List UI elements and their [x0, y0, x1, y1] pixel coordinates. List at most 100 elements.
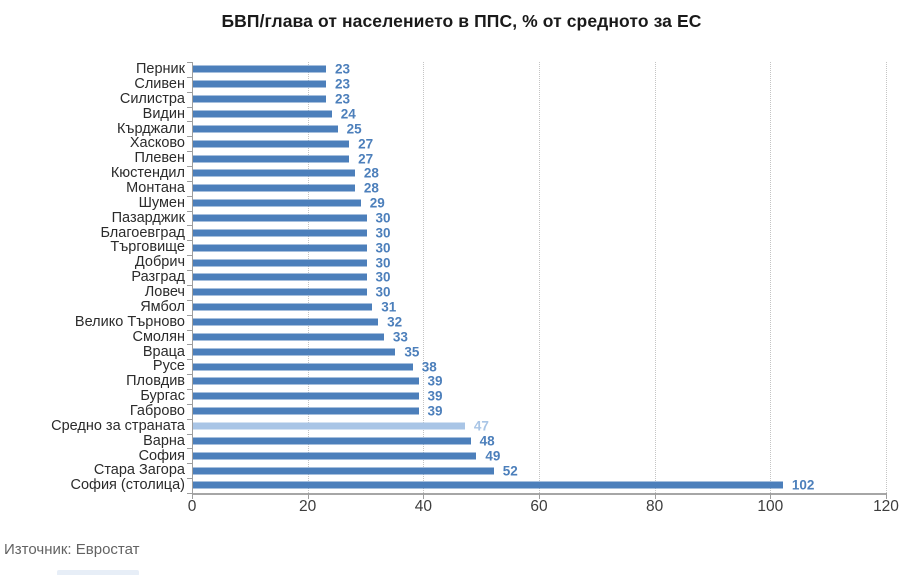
y-axis-tick — [187, 76, 192, 78]
bar-track: 38 — [192, 359, 886, 374]
bar-track: 48 — [192, 433, 886, 448]
category-label: Стара Загора — [93, 462, 185, 479]
category-label: Кюстендил — [110, 165, 185, 182]
bar — [193, 288, 367, 296]
bar — [193, 452, 477, 460]
value-label: 47 — [473, 418, 489, 434]
bar-track: 29 — [192, 196, 886, 211]
category-label: Монтана — [126, 180, 185, 197]
bar — [193, 481, 783, 489]
bar-row: Шумен 29 — [0, 196, 923, 211]
bar — [193, 244, 367, 252]
bar-track: 39 — [192, 374, 886, 389]
category-label: Разград — [131, 269, 185, 286]
value-label: 30 — [375, 254, 391, 270]
value-label: 30 — [375, 284, 391, 300]
bar-row: Кюстендил 28 — [0, 166, 923, 181]
bar-track: 30 — [192, 285, 886, 300]
bar — [193, 348, 396, 356]
y-axis-tick — [187, 359, 192, 361]
bar — [193, 125, 338, 133]
category-label: Пловдив — [126, 373, 185, 390]
y-axis-tick — [187, 225, 192, 227]
y-axis-tick — [187, 329, 192, 331]
x-axis-tick — [886, 493, 887, 499]
bar — [193, 140, 350, 148]
y-axis-tick — [187, 314, 192, 316]
bar-row: Русе 38 — [0, 359, 923, 374]
bar-row: Разград 30 — [0, 270, 923, 285]
bar — [193, 392, 419, 400]
bar-row: Бургас 39 — [0, 389, 923, 404]
bar-row: Хасково 27 — [0, 136, 923, 151]
category-label: Сливен — [134, 76, 185, 93]
category-label: Перник — [135, 61, 185, 78]
cut-off-bottom-element — [57, 570, 139, 575]
y-axis-line — [192, 62, 193, 498]
x-axis-tick-label: 40 — [414, 498, 432, 515]
y-axis-tick — [187, 388, 192, 390]
y-axis-tick — [187, 180, 192, 182]
bar-track: 23 — [192, 92, 886, 107]
y-axis-tick — [187, 166, 192, 168]
category-label: Ямбол — [140, 298, 185, 315]
x-axis-tick — [423, 493, 425, 499]
gridline — [886, 62, 887, 493]
bar — [193, 422, 465, 430]
y-axis-tick — [187, 255, 192, 257]
value-label: 35 — [404, 344, 420, 359]
value-label: 23 — [335, 76, 351, 92]
y-axis-tick — [187, 478, 192, 480]
value-label: 30 — [375, 269, 391, 285]
y-axis-tick — [187, 136, 192, 138]
category-label: Враца — [142, 343, 185, 360]
value-label: 31 — [381, 299, 397, 315]
bar — [193, 273, 367, 281]
bar-track: 47 — [192, 419, 886, 434]
bar-row: Монтана 28 — [0, 181, 923, 196]
category-label: Пазарджик — [111, 209, 185, 226]
x-axis-tick — [539, 493, 540, 499]
bar-track: 49 — [192, 448, 886, 463]
bar-track: 24 — [192, 107, 886, 122]
bar — [193, 303, 373, 311]
bar-track: 23 — [192, 77, 886, 92]
bar-track: 33 — [192, 329, 886, 344]
value-label: 29 — [369, 195, 385, 211]
bar-row: Пазарджик 30 — [0, 211, 923, 226]
value-label: 30 — [375, 239, 391, 255]
bar — [193, 229, 367, 237]
bar-row: Ловеч 30 — [0, 285, 923, 300]
bar-row: Силистра 23 — [0, 92, 923, 107]
bar — [193, 199, 361, 207]
y-axis-tick — [187, 121, 192, 123]
bar-row: Пловдив 39 — [0, 374, 923, 389]
bar-row: Габрово 39 — [0, 404, 923, 419]
value-label: 33 — [392, 329, 408, 345]
bar-track: 27 — [192, 136, 886, 151]
x-axis-tick — [307, 493, 309, 499]
bar-row: Видин 24 — [0, 107, 923, 122]
x-axis-tick — [770, 493, 772, 499]
bar-row: Благоевград 30 — [0, 225, 923, 240]
bar-track: 23 — [192, 62, 886, 77]
bar-row: Велико Търново 32 — [0, 315, 923, 330]
bar — [193, 110, 332, 118]
x-axis-tick-label: 120 — [873, 498, 899, 515]
bar-track: 52 — [192, 463, 886, 478]
category-label: Благоевград — [100, 224, 185, 241]
gridline — [654, 62, 656, 493]
category-label: Варна — [143, 432, 185, 449]
category-label: Смолян — [132, 328, 185, 345]
bar-row: Средно за страната 47 — [0, 419, 923, 434]
x-axis-tick-label: 80 — [646, 498, 664, 515]
bar — [193, 169, 355, 177]
category-label: София (столица) — [70, 477, 185, 494]
y-axis-tick — [187, 344, 192, 346]
bar-track: 30 — [192, 211, 886, 226]
bar-track: 30 — [192, 270, 886, 285]
chart-title: БВП/глава от населението в ППС, % от сре… — [221, 11, 702, 31]
x-axis-tick — [654, 493, 656, 499]
y-axis-tick — [187, 418, 192, 420]
bar — [193, 184, 355, 192]
